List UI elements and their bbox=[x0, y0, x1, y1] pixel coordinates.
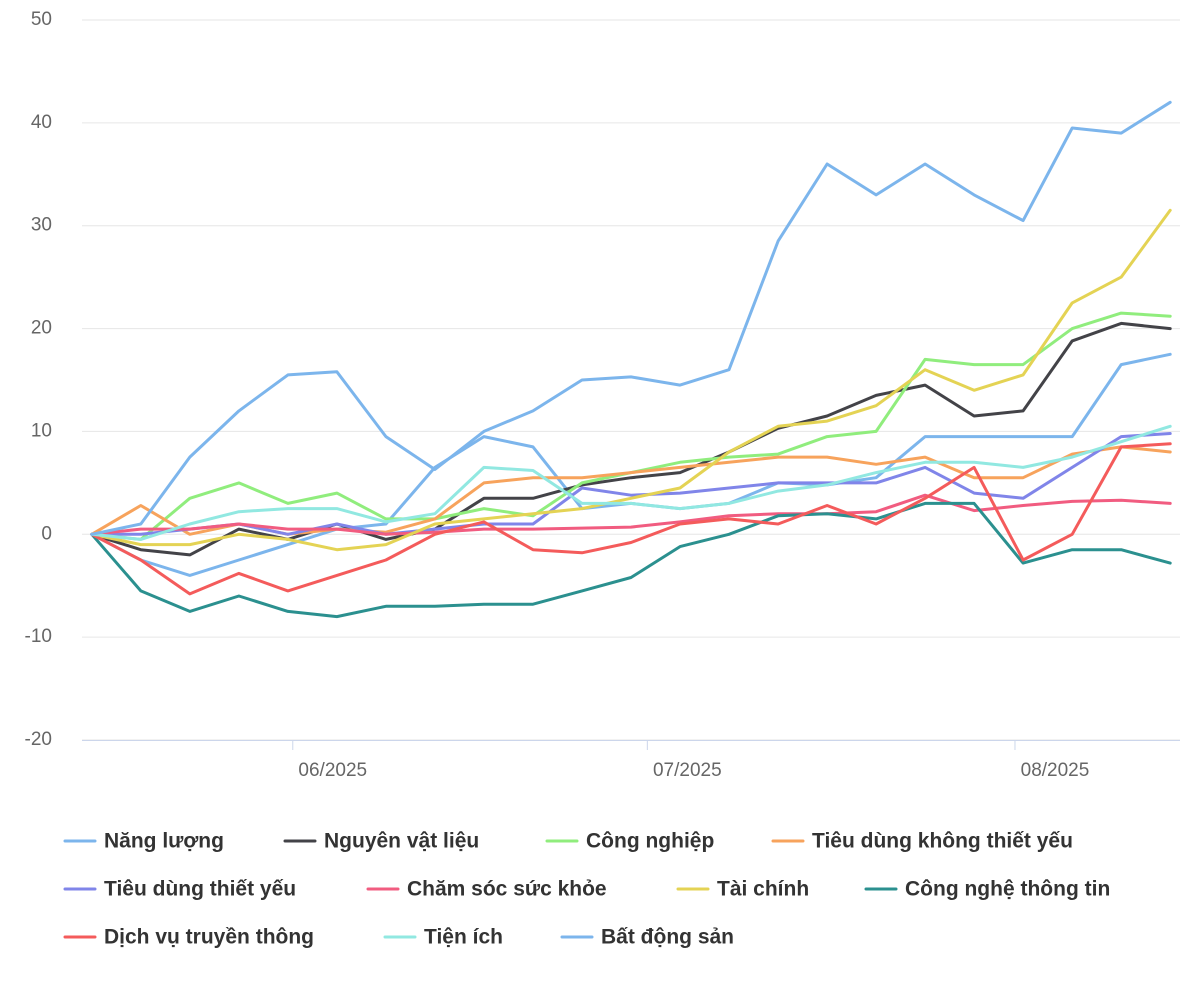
series-line bbox=[90, 321, 1172, 557]
y-tick-label: -20 bbox=[25, 729, 52, 750]
y-tick-label: 50 bbox=[31, 9, 52, 30]
series-line bbox=[90, 432, 1172, 536]
series-line bbox=[90, 100, 1172, 536]
y-tick-label: 40 bbox=[31, 112, 52, 133]
legend-label[interactable]: Tài chính bbox=[717, 878, 809, 901]
y-tick-label: 0 bbox=[41, 523, 52, 544]
y-tick-label: 20 bbox=[31, 318, 52, 339]
legend-label[interactable]: Công nghệ thông tin bbox=[905, 878, 1110, 901]
series-line bbox=[90, 493, 1172, 536]
y-tick-label: -10 bbox=[25, 626, 52, 647]
legend-label[interactable]: Năng lượng bbox=[104, 830, 224, 853]
legend-label[interactable]: Chăm sóc sức khỏe bbox=[407, 878, 607, 901]
x-tick-label: 06/2025 bbox=[298, 760, 367, 781]
legend-label[interactable]: Tiện ích bbox=[424, 926, 503, 949]
series-line bbox=[90, 208, 1172, 552]
legend-label[interactable]: Bất động sản bbox=[601, 926, 734, 949]
series-line bbox=[90, 442, 1172, 596]
x-tick-label: 07/2025 bbox=[653, 760, 722, 781]
legend-label[interactable]: Công nghiệp bbox=[586, 830, 714, 853]
x-tick-label: 08/2025 bbox=[1021, 760, 1090, 781]
legend-label[interactable]: Tiêu dùng thiết yếu bbox=[104, 878, 296, 901]
y-tick-label: 30 bbox=[31, 215, 52, 236]
legend-label[interactable]: Tiêu dùng không thiết yếu bbox=[812, 830, 1073, 853]
legend-label[interactable]: Nguyên vật liệu bbox=[324, 830, 479, 853]
series-line bbox=[90, 311, 1172, 541]
series-line bbox=[90, 501, 1172, 619]
y-tick-label: 10 bbox=[31, 420, 52, 441]
series-line bbox=[90, 424, 1172, 541]
legend-label[interactable]: Dịch vụ truyền thông bbox=[104, 926, 314, 949]
